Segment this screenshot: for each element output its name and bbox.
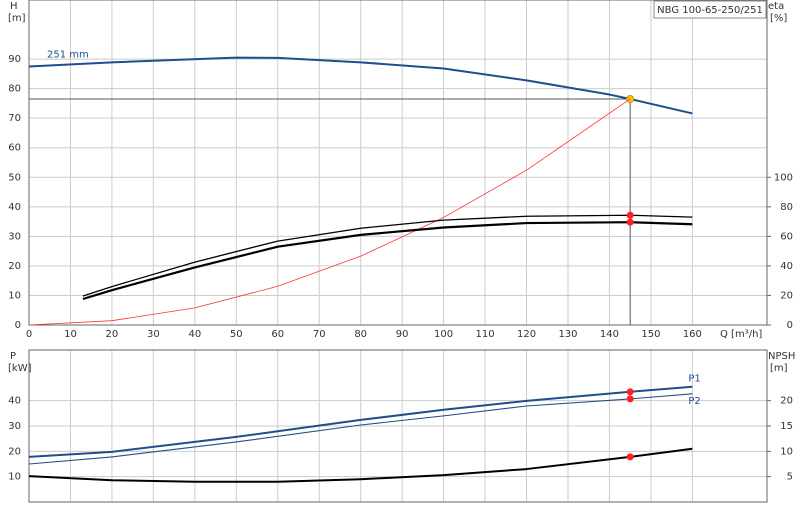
x-tick-label: 20: [106, 329, 119, 340]
y2-axis-label: NPSH: [768, 351, 795, 362]
duty-point: [626, 211, 634, 219]
curve: [82, 214, 693, 297]
curve: [28, 393, 693, 465]
duty-point: [626, 453, 634, 461]
y-tick-label: 40: [8, 396, 21, 407]
y2-tick-label: 40: [780, 261, 793, 272]
curve: [28, 385, 693, 458]
x-tick-label: 160: [683, 329, 702, 340]
y2-tick-label: 15: [780, 421, 793, 432]
title-box: [653, 0, 767, 19]
x-tick-label: 110: [476, 329, 495, 340]
chart-title: NBG 100-65-250/251: [657, 5, 763, 16]
series-label: P1: [688, 374, 700, 385]
y2-tick-label: 100: [774, 172, 793, 183]
x-axis-label: Q [m³/h]: [720, 329, 762, 340]
y-tick-label: 20: [8, 261, 21, 272]
y-tick-label: 80: [8, 84, 21, 95]
y-tick-label: 90: [8, 54, 21, 65]
y-tick-label: 30: [8, 421, 21, 432]
y-tick-label: 70: [8, 113, 21, 124]
x-tick-label: 130: [558, 329, 577, 340]
y2-axis-unit: [m]: [770, 363, 788, 374]
y-tick-label: 10: [8, 472, 21, 483]
x-tick-label: 100: [434, 329, 453, 340]
x-tick-label: 40: [188, 329, 201, 340]
curve: [28, 447, 693, 483]
y-axis-label: H: [10, 1, 18, 12]
y2-tick-label: 0: [787, 320, 793, 331]
y-tick-label: 0: [15, 320, 21, 331]
curve: [28, 98, 631, 326]
y-tick-label: 50: [8, 172, 21, 183]
x-tick-label: 60: [271, 329, 284, 340]
y2-tick-label: 20: [780, 290, 793, 301]
duty-point: [626, 388, 634, 396]
y-axis-label: P: [10, 351, 16, 362]
series-label: P2: [688, 396, 700, 407]
x-tick-label: 90: [396, 329, 409, 340]
y-tick-label: 20: [8, 446, 21, 457]
series-label: 251 mm: [47, 49, 89, 60]
y2-axis-unit: [%]: [770, 13, 787, 24]
duty-point: [626, 218, 634, 226]
plot-frame: [28, 0, 768, 326]
x-tick-label: 70: [313, 329, 326, 340]
curve: [82, 221, 693, 301]
duty-point: [626, 395, 634, 403]
y2-axis-label: eta: [768, 1, 784, 12]
y-tick-label: 60: [8, 143, 21, 154]
x-tick-label: 0: [26, 329, 32, 340]
y2-tick-label: 5: [787, 472, 793, 483]
x-tick-label: 150: [641, 329, 660, 340]
y2-tick-label: 20: [780, 396, 793, 407]
x-tick-label: 30: [147, 329, 160, 340]
y-tick-label: 40: [8, 202, 21, 213]
y-tick-label: 30: [8, 231, 21, 242]
x-tick-label: 50: [230, 329, 243, 340]
y2-tick-label: 10: [780, 446, 793, 457]
curve: [28, 56, 693, 115]
y-axis-unit: [kW]: [8, 363, 32, 374]
y-tick-label: 10: [8, 290, 21, 301]
x-tick-label: 10: [64, 329, 77, 340]
x-tick-label: 120: [517, 329, 536, 340]
y2-tick-label: 80: [780, 202, 793, 213]
x-tick-label: 80: [354, 329, 367, 340]
y2-tick-label: 60: [780, 231, 793, 242]
x-tick-label: 140: [600, 329, 619, 340]
y-axis-unit: [m]: [8, 13, 26, 24]
